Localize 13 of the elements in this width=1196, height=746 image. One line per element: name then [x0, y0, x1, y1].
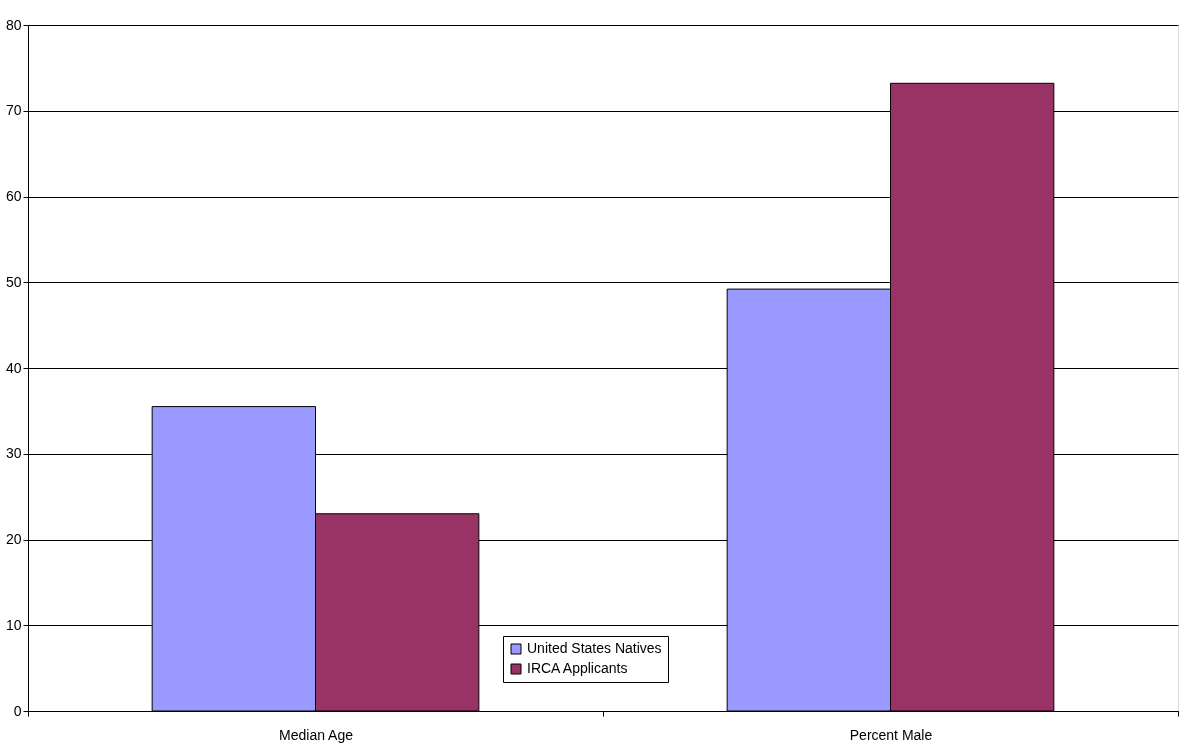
x-tick-label: Percent Male: [849, 726, 933, 743]
y-tick-label: 60: [5, 188, 22, 204]
y-tick-label: 20: [5, 531, 22, 547]
legend-label: United States Natives: [527, 640, 662, 656]
y-tick-label: 40: [5, 359, 22, 376]
y-tick-label: 0: [13, 702, 22, 719]
y-tick-label: 50: [5, 273, 22, 290]
y-tick-label: 10: [5, 616, 22, 633]
legend-label: IRCA Applicants: [527, 660, 628, 676]
y-tick-label: 80: [5, 16, 22, 33]
y-tick-label: 30: [5, 445, 22, 462]
y-tick-label: 70: [5, 102, 22, 119]
x-tick-label: Median Age: [279, 726, 354, 743]
